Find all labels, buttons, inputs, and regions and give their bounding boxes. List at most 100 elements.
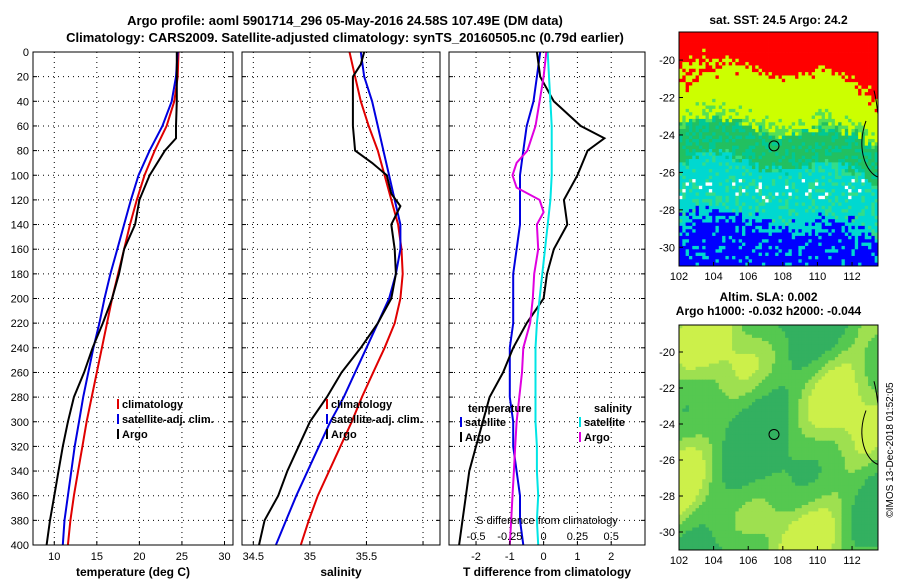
- map-cell: [795, 337, 799, 342]
- map-cell: [808, 122, 813, 126]
- map-cell: [795, 169, 799, 173]
- map-cell: [682, 118, 687, 123]
- map-cell: [785, 159, 789, 163]
- map-cell: [834, 185, 839, 190]
- map-cell: [841, 132, 846, 137]
- map-cell: [795, 255, 799, 260]
- map-cell: [722, 262, 726, 267]
- map-cell: [735, 32, 740, 36]
- map-cell: [871, 262, 876, 267]
- map-cell: [828, 88, 832, 93]
- map-cell: [688, 48, 693, 53]
- map-cell: [705, 347, 710, 352]
- map-cell: [751, 88, 756, 93]
- map-cell: [854, 189, 859, 193]
- map-y-tick-label: -28: [659, 205, 675, 217]
- map-cell: [805, 328, 809, 332]
- map-cell: [758, 162, 763, 167]
- map-cell: [771, 62, 776, 66]
- map-cell: [791, 205, 796, 210]
- map-cell: [725, 212, 730, 217]
- map-cell: [765, 145, 769, 150]
- map-cell: [834, 232, 839, 237]
- map-cell: [854, 108, 859, 113]
- map-cell: [685, 62, 690, 66]
- map-cell: [781, 232, 786, 237]
- map-cell: [748, 344, 753, 348]
- map-cell: [808, 102, 813, 106]
- map-cell: [848, 68, 852, 73]
- map-cell: [735, 328, 740, 332]
- map-cell: [679, 149, 683, 153]
- map-cell: [738, 169, 743, 173]
- map-cell: [871, 344, 876, 348]
- map-cell: [814, 82, 819, 86]
- map-cell: [864, 175, 869, 180]
- map-cell: [781, 337, 786, 342]
- map-cell: [765, 328, 769, 332]
- map-cell: [868, 125, 872, 130]
- map-cell: [685, 209, 690, 213]
- map-cell: [735, 95, 740, 100]
- map-cell: [805, 202, 809, 207]
- map-cell: [805, 155, 809, 160]
- map-cell: [818, 62, 823, 66]
- map-cell: [695, 242, 700, 247]
- map-cell: [801, 52, 806, 56]
- map-cell: [679, 341, 683, 345]
- map-cell: [778, 78, 783, 83]
- map-cell: [788, 135, 793, 140]
- map-cell: [838, 179, 842, 183]
- map-cell: [735, 108, 740, 113]
- map-cell: [728, 341, 733, 345]
- map-cell: [698, 347, 703, 352]
- map-cell: [775, 229, 779, 233]
- map-cell: [765, 68, 769, 73]
- map-cell: [755, 78, 759, 83]
- map-cell: [805, 112, 809, 116]
- map-cell: [834, 48, 839, 53]
- y-tick-label: 80: [17, 146, 29, 158]
- map-cell: [742, 82, 746, 86]
- map-cell: [788, 225, 793, 230]
- map-cell: [708, 35, 713, 40]
- map-cell: [702, 52, 706, 56]
- map-cell: [864, 205, 869, 210]
- map-cell: [851, 42, 856, 46]
- map-cell: [838, 229, 842, 233]
- map-cell: [798, 239, 803, 243]
- map-cell: [755, 252, 759, 257]
- map-cell: [775, 199, 779, 203]
- map-cell: [808, 92, 813, 96]
- map-cell: [851, 262, 856, 267]
- map-cell: [834, 255, 839, 260]
- map-cell: [692, 95, 696, 100]
- map-cell: [868, 98, 872, 103]
- map-cell: [698, 337, 703, 342]
- map-cell: [685, 172, 690, 177]
- map-cell: [791, 212, 796, 217]
- map-cell: [781, 42, 786, 46]
- map-cell: [708, 128, 713, 133]
- map-cell: [828, 138, 832, 143]
- map-cell: [755, 162, 759, 167]
- map-cell: [698, 58, 703, 63]
- map-cell: [781, 145, 786, 150]
- map-cell: [808, 195, 813, 200]
- map-cell: [834, 225, 839, 230]
- map-cell: [712, 202, 716, 207]
- map-cell: [738, 82, 743, 86]
- map-cell: [848, 48, 852, 53]
- map-cell: [735, 222, 740, 227]
- map-cell: [698, 115, 703, 120]
- map-cell: [722, 115, 726, 120]
- map-cell: [725, 255, 730, 260]
- map-cell: [854, 132, 859, 137]
- map-cell: [742, 255, 746, 260]
- map-cell: [805, 232, 809, 237]
- map-cell: [858, 135, 862, 140]
- map-cell: [818, 189, 823, 193]
- map-cell: [682, 149, 687, 153]
- map-cell: [791, 138, 796, 143]
- map-cell: [805, 122, 809, 126]
